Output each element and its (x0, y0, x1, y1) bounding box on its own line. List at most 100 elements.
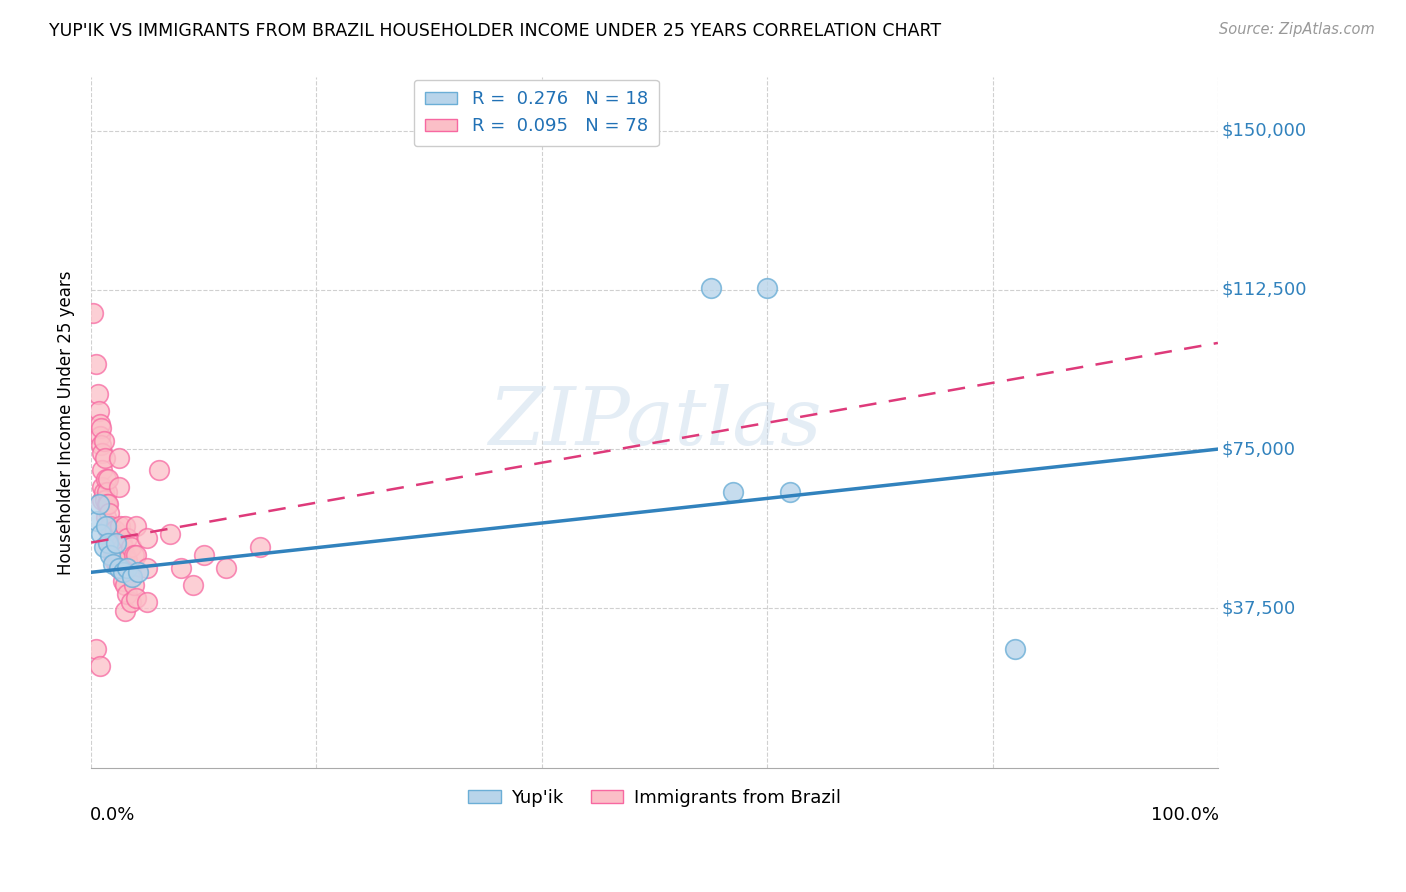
Point (105, 557, 128, 571)
Point (94, 510, 117, 524)
Point (91, 446, 114, 460)
Point (125, 549, 148, 563)
Point (114, 578, 136, 592)
Point (90, 421, 112, 435)
Point (125, 518, 148, 533)
Point (193, 549, 215, 563)
Point (91, 493, 114, 508)
Point (93, 450, 115, 465)
Point (100, 540, 122, 554)
Point (98, 549, 121, 563)
Point (159, 527, 181, 541)
Point (110, 549, 132, 563)
Point (115, 561, 138, 575)
Point (700, 281, 723, 295)
Point (111, 566, 134, 580)
Point (108, 561, 131, 575)
Point (779, 484, 801, 499)
Text: $75,000: $75,000 (1222, 440, 1295, 458)
Point (120, 595, 142, 609)
Point (84, 641, 107, 656)
Point (96, 497, 118, 511)
Point (115, 532, 138, 546)
Point (723, 484, 745, 499)
Text: 0.0%: 0.0% (90, 805, 135, 823)
Point (97, 472, 120, 486)
Point (181, 578, 204, 592)
Point (94, 518, 117, 533)
Text: $150,000: $150,000 (1222, 121, 1306, 139)
Point (108, 540, 131, 554)
Point (120, 540, 142, 554)
Point (90, 527, 112, 541)
Text: 100.0%: 100.0% (1152, 805, 1219, 823)
Point (86, 514, 108, 528)
Point (105, 549, 128, 563)
Point (121, 569, 143, 583)
Point (148, 463, 170, 477)
Point (98, 506, 121, 520)
Point (136, 532, 159, 546)
Text: YUP'IK VS IMMIGRANTS FROM BRAZIL HOUSEHOLDER INCOME UNDER 25 YEARS CORRELATION C: YUP'IK VS IMMIGRANTS FROM BRAZIL HOUSEHO… (49, 22, 942, 40)
Point (103, 552, 125, 566)
Point (93, 484, 115, 499)
Text: $37,500: $37,500 (1222, 599, 1295, 617)
Text: $112,500: $112,500 (1222, 281, 1306, 299)
Point (107, 535, 129, 549)
Point (87, 387, 110, 401)
Text: ZIPatlas: ZIPatlas (488, 384, 821, 461)
Legend: Yup'ik, Immigrants from Brazil: Yup'ik, Immigrants from Brazil (461, 781, 848, 814)
Point (90, 438, 112, 452)
Point (110, 535, 132, 549)
Point (111, 574, 134, 588)
Point (84, 357, 107, 371)
Point (97, 497, 120, 511)
Point (82, 306, 104, 320)
Point (122, 549, 145, 563)
Point (114, 603, 136, 617)
Point (103, 527, 125, 541)
Point (97, 535, 120, 549)
Point (96, 484, 118, 499)
Point (89, 429, 111, 443)
Point (97, 523, 120, 537)
Point (127, 566, 149, 580)
Point (87, 497, 110, 511)
Point (120, 566, 142, 580)
Point (93, 493, 115, 508)
Point (114, 549, 136, 563)
Point (101, 549, 124, 563)
Point (115, 552, 138, 566)
Point (107, 549, 129, 563)
Point (94, 472, 117, 486)
Point (756, 281, 779, 295)
Point (136, 561, 159, 575)
Point (125, 591, 148, 605)
Point (91, 463, 114, 477)
Point (104, 549, 127, 563)
Text: Source: ZipAtlas.com: Source: ZipAtlas.com (1219, 22, 1375, 37)
Point (249, 540, 271, 554)
Point (108, 480, 131, 494)
Point (101, 532, 124, 546)
Point (93, 434, 115, 448)
Point (108, 561, 131, 575)
Point (98, 532, 121, 546)
Point (103, 544, 125, 558)
Point (1004, 641, 1026, 656)
Point (104, 532, 127, 546)
Point (91, 480, 114, 494)
Point (108, 450, 131, 465)
Point (110, 518, 132, 533)
Point (87, 404, 110, 418)
Point (110, 561, 132, 575)
Point (115, 586, 138, 600)
Point (111, 540, 134, 554)
Point (170, 561, 193, 575)
Point (114, 518, 136, 533)
Point (104, 523, 127, 537)
Point (100, 527, 122, 541)
Y-axis label: Householder Income Under 25 years: Householder Income Under 25 years (58, 270, 75, 574)
Point (104, 535, 127, 549)
Point (89, 658, 111, 673)
